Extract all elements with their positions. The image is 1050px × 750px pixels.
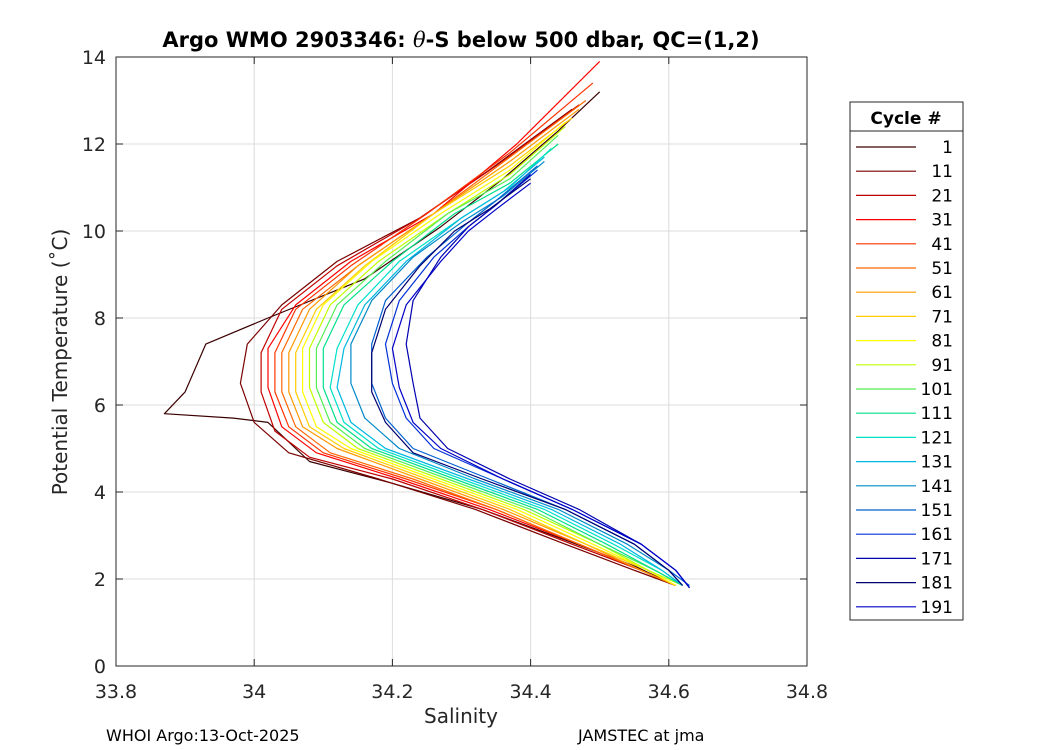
title-prefix: Argo WMO 2903346: <box>162 28 413 52</box>
legend-label-cycle-121: 121 <box>921 428 953 448</box>
legend-label-cycle-81: 81 <box>931 332 953 352</box>
legend-title: Cycle # <box>870 109 941 129</box>
title-theta: θ <box>413 28 426 52</box>
plot-frame <box>115 56 808 667</box>
x-tick-label: 34.4 <box>509 681 551 703</box>
series-line-cycle-141 <box>350 160 684 586</box>
legend-label-cycle-151: 151 <box>921 501 953 521</box>
legend-label-cycle-71: 71 <box>931 307 953 327</box>
legend-label-cycle-41: 41 <box>931 235 953 255</box>
y-tick-label: 6 <box>94 395 106 417</box>
legend-label-cycle-111: 111 <box>921 404 953 424</box>
series-line-cycle-81 <box>302 121 676 587</box>
legend-label-cycle-191: 191 <box>921 598 953 618</box>
legend-label-cycle-171: 171 <box>921 549 953 569</box>
chart-title: Argo WMO 2903346: θ-S below 500 dbar, QC… <box>162 28 759 52</box>
series-line-cycle-71 <box>295 117 676 587</box>
y-tick-label: 8 <box>94 308 106 330</box>
series-line-cycle-191 <box>391 182 690 589</box>
title-suffix: -S below 500 dbar, QC=(1,2) <box>426 28 760 52</box>
legend-label-cycle-21: 21 <box>931 186 953 206</box>
x-tick-label: 34 <box>242 681 266 703</box>
series-line-cycle-111 <box>322 143 683 587</box>
legend: Cycle # 11121314151617181911011111211311… <box>849 101 964 621</box>
x-tick-label: 33.8 <box>95 681 137 703</box>
series-line-cycle-101 <box>315 134 683 587</box>
legend-label-cycle-51: 51 <box>931 259 953 279</box>
series-line-cycle-121 <box>329 147 683 586</box>
y-tick-label: 2 <box>94 569 106 591</box>
y-tick-label: 4 <box>94 482 106 504</box>
series-line-cycle-11 <box>239 108 676 587</box>
y-tick-label: 10 <box>82 221 106 243</box>
x-tick-label: 34.6 <box>648 681 690 703</box>
legend-label-cycle-101: 101 <box>921 380 953 400</box>
y-tick-label: 14 <box>82 47 106 69</box>
series-line-cycle-131 <box>336 156 683 586</box>
footer-right-text: JAMSTEC at jma <box>578 726 705 745</box>
legend-label-cycle-131: 131 <box>921 453 953 473</box>
axis-ticks: 33.8 34 34.2 34.4 34.6 34.8 0 2 4 6 8 10 12 14 <box>82 47 828 703</box>
legend-label-cycle-1: 1 <box>942 138 953 158</box>
y-axis-label: Potential Temperature (˚C) <box>48 229 72 496</box>
series-lines <box>163 60 690 589</box>
footer-left-text: WHOI Argo:13-Oct-2025 <box>106 726 300 745</box>
legend-label-cycle-91: 91 <box>931 356 953 376</box>
legend-label-cycle-141: 141 <box>921 477 953 497</box>
x-tick-label: 34.8 <box>786 681 828 703</box>
y-tick-label: 12 <box>82 134 106 156</box>
legend-entries: 1112131415161718191101111121131141151161… <box>856 138 953 618</box>
x-tick-label: 34.2 <box>371 681 413 703</box>
legend-label-cycle-181: 181 <box>921 574 953 594</box>
legend-label-cycle-61: 61 <box>931 283 953 303</box>
y-tick-label: 0 <box>94 656 106 678</box>
series-line-cycle-21 <box>260 104 676 587</box>
x-axis-label: Salinity <box>424 704 498 728</box>
series-line-cycle-181 <box>371 178 684 586</box>
legend-label-cycle-11: 11 <box>931 162 953 182</box>
legend-label-cycle-31: 31 <box>931 211 953 231</box>
legend-label-cycle-161: 161 <box>921 525 953 545</box>
